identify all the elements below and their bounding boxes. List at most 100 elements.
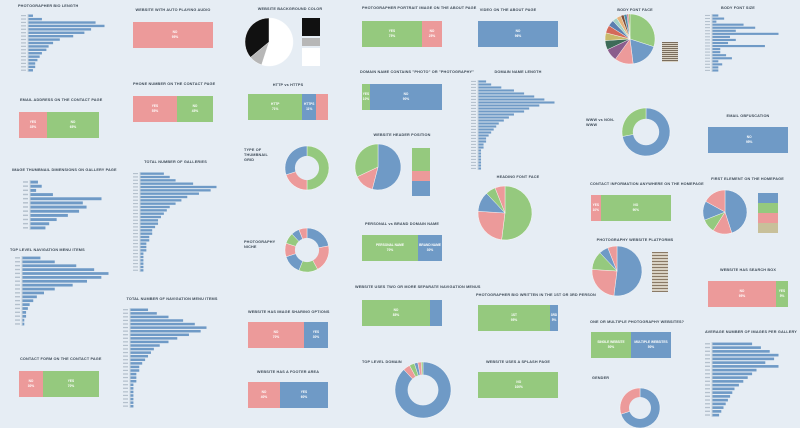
stack-footer: NO 40% YES 60% — [248, 382, 328, 408]
tick-label-14 — [123, 359, 128, 361]
bar-4 — [712, 26, 756, 29]
bar-13 — [28, 58, 38, 62]
slice-1 — [477, 211, 506, 241]
tick-label-5 — [21, 32, 26, 34]
bar-15 — [22, 314, 27, 318]
bar-14 — [712, 57, 732, 60]
bar-27 — [130, 404, 134, 408]
email-segment-label-1: NO — [70, 120, 76, 124]
bar-24 — [130, 394, 134, 397]
bar-11 — [22, 299, 34, 303]
bar-2 — [478, 86, 502, 89]
tick-label-18 — [705, 69, 710, 71]
bar-23 — [478, 149, 482, 152]
tick-label-12 — [471, 116, 476, 118]
bar-14 — [28, 62, 36, 65]
tick-label-5 — [133, 189, 138, 191]
stack-contact-form: NO 30% YES 70% — [19, 371, 99, 397]
bar-2 — [140, 179, 176, 182]
tick-label-14 — [15, 311, 20, 313]
personal-segment-0: PERSONAL NAME 70% — [362, 235, 418, 261]
tick-label-3 — [23, 193, 28, 196]
tick-label-7 — [21, 38, 26, 41]
bar-17 — [22, 322, 25, 326]
bar-3 — [130, 319, 184, 322]
tick-label-3 — [15, 268, 20, 271]
tick-label-13 — [471, 119, 476, 121]
tick-label-16 — [705, 403, 710, 405]
bar-7 — [30, 209, 80, 213]
auto_audio-segment-value-1: 95% — [171, 35, 179, 39]
tick-label-27 — [471, 161, 476, 163]
bar-18 — [712, 410, 722, 413]
tick-label-10 — [123, 344, 128, 347]
bar-20 — [478, 140, 487, 143]
tick-label-8 — [471, 104, 476, 106]
bar-3 — [712, 23, 744, 26]
bar-4 — [28, 28, 92, 31]
tick-label-2 — [471, 86, 476, 88]
bar-9 — [22, 291, 44, 295]
slice-2 — [244, 17, 270, 58]
tick-label-16 — [705, 63, 710, 65]
bar-3 — [22, 268, 95, 271]
sharing-segment-label-0: NO — [273, 330, 279, 334]
tick-label-3 — [705, 24, 710, 26]
phone-segment-0: YES 55% — [133, 96, 177, 122]
bar-16 — [130, 365, 140, 369]
tick-label-11 — [21, 52, 26, 54]
bar-2 — [28, 21, 96, 24]
stack-bio-person: 1ST 95% 3RD 5% — [478, 305, 558, 331]
domain_contains-segment-label-1: NO — [403, 92, 409, 96]
slice-13 — [628, 13, 631, 40]
splash-segment-label-1: NO — [516, 380, 522, 384]
one_multiple-segment-label-1: MULTIPLE WEBSITES — [634, 340, 668, 344]
search-segment-value-0: 95% — [738, 294, 746, 298]
bar-2 — [22, 264, 77, 268]
email-segment-value-0: 35% — [29, 125, 37, 129]
https-segment-value-1: 11% — [306, 107, 313, 111]
tick-label-17 — [133, 229, 138, 231]
tick-label-5 — [705, 30, 710, 32]
legend-header-position — [412, 148, 430, 196]
bar-3 — [478, 89, 514, 92]
bar-18 — [130, 372, 137, 376]
bar-19 — [130, 376, 137, 379]
portrait-segment-1: NO 25% — [422, 21, 442, 47]
title-bg-color: WEBSITE BACKGROUND COLOR — [257, 7, 323, 11]
tick-label-8 — [23, 214, 28, 217]
tick-label-8 — [15, 288, 20, 290]
email-segment-value-1: 65% — [69, 125, 77, 129]
search-segment-value-1: 5% — [779, 294, 785, 298]
bar-17 — [130, 369, 140, 372]
bar-13 — [712, 54, 727, 57]
title-tld: TOP LEVEL DOMAIN — [362, 360, 402, 364]
bar-9 — [130, 340, 169, 344]
title-domain-length: DOMAIN NAME LENGTH — [494, 70, 542, 74]
bar-26 — [140, 259, 144, 262]
stack-search: NO 95% YES 5% — [708, 281, 788, 307]
tick-label-5 — [23, 202, 28, 204]
tick-label-6 — [705, 33, 710, 35]
tick-label-1 — [21, 18, 26, 20]
bar-9 — [140, 202, 176, 205]
bio_person-segment-value-0: 95% — [510, 318, 518, 322]
bar-2 — [30, 188, 37, 192]
bar-1 — [30, 184, 42, 188]
tick-label-12 — [705, 388, 710, 390]
tick-label-12 — [123, 351, 128, 354]
personal-segment-1: BRAND NAME 30% — [418, 235, 442, 261]
tick-label-9 — [705, 376, 710, 379]
stack-video: NO 96% — [478, 21, 558, 47]
footer-segment-value-0: 40% — [260, 395, 268, 399]
donut-hole — [407, 374, 439, 406]
tick-label-2 — [705, 350, 710, 352]
bar-14 — [130, 358, 146, 362]
tick-label-6 — [705, 365, 710, 367]
domain_contains-segment-value-1: 90% — [402, 97, 410, 101]
tick-label-17 — [705, 406, 710, 409]
bar-1 — [22, 260, 55, 264]
tick-label-6 — [23, 206, 28, 208]
bar-14 — [712, 395, 731, 398]
tick-label-28 — [471, 164, 476, 166]
